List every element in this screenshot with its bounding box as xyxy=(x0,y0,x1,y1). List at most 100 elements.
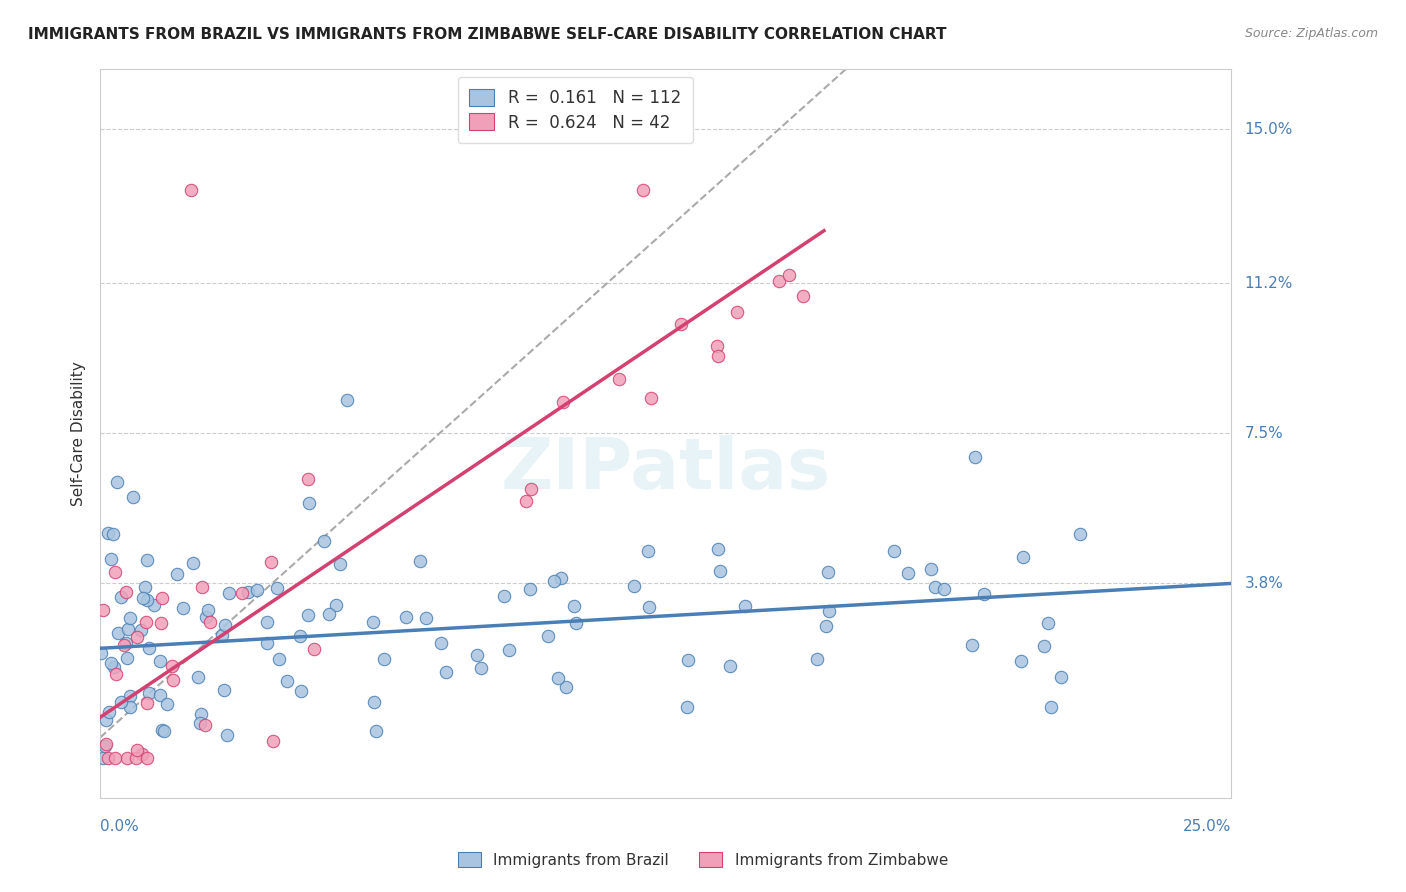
Point xyxy=(135,696,157,710)
Point xyxy=(245,582,267,597)
Point xyxy=(94,739,117,753)
Text: 0.0%: 0.0% xyxy=(100,819,139,834)
Point xyxy=(1010,654,1032,668)
Point xyxy=(194,718,217,732)
Point xyxy=(297,472,319,486)
Point xyxy=(150,615,173,630)
Text: 3.8%: 3.8% xyxy=(1244,576,1284,591)
Point xyxy=(136,553,159,567)
Point xyxy=(297,607,319,622)
Text: 11.2%: 11.2% xyxy=(1244,276,1294,291)
Text: Source: ZipAtlas.com: Source: ZipAtlas.com xyxy=(1244,27,1378,40)
Text: IMMIGRANTS FROM BRAZIL VS IMMIGRANTS FROM ZIMBABWE SELF-CARE DISABILITY CORRELAT: IMMIGRANTS FROM BRAZIL VS IMMIGRANTS FRO… xyxy=(28,27,946,42)
Point xyxy=(883,543,905,558)
Point xyxy=(276,674,298,689)
Point xyxy=(105,475,128,489)
Point xyxy=(195,610,218,624)
Point xyxy=(120,699,142,714)
Point xyxy=(136,751,159,765)
Y-axis label: Self-Care Disability: Self-Care Disability xyxy=(72,361,86,506)
Point xyxy=(110,590,132,604)
Point xyxy=(153,723,176,738)
Point xyxy=(707,541,730,556)
Point xyxy=(515,494,537,508)
Point xyxy=(149,688,172,702)
Point xyxy=(112,638,135,652)
Point xyxy=(267,652,290,666)
Text: ZIPatlas: ZIPatlas xyxy=(501,435,831,504)
Point xyxy=(212,683,235,698)
Point xyxy=(547,671,569,685)
Point xyxy=(373,652,395,666)
Text: 7.5%: 7.5% xyxy=(1244,425,1284,441)
Point xyxy=(640,391,662,405)
Point xyxy=(198,615,221,630)
Point xyxy=(1069,527,1091,541)
Point xyxy=(415,611,437,625)
Point xyxy=(135,593,157,607)
Point xyxy=(166,567,188,582)
Legend: R =  0.161   N = 112, R =  0.624   N = 42: R = 0.161 N = 112, R = 0.624 N = 42 xyxy=(458,77,693,144)
Point xyxy=(104,565,127,579)
Point xyxy=(156,697,179,711)
Point xyxy=(150,591,173,605)
Point xyxy=(262,734,284,748)
Point xyxy=(637,543,659,558)
Point xyxy=(973,587,995,601)
Point xyxy=(734,599,756,614)
Point xyxy=(127,743,149,757)
Point xyxy=(924,581,946,595)
Point xyxy=(550,572,572,586)
Point xyxy=(115,751,138,765)
Point xyxy=(115,585,138,599)
Point xyxy=(90,646,112,660)
Point xyxy=(792,289,814,303)
Point xyxy=(100,656,122,670)
Point xyxy=(470,661,492,675)
Point xyxy=(1040,700,1063,714)
Point xyxy=(231,586,253,600)
Point xyxy=(107,626,129,640)
Point xyxy=(100,552,122,566)
Point xyxy=(256,636,278,650)
Point xyxy=(138,686,160,700)
Point xyxy=(965,450,987,465)
Point xyxy=(1032,639,1054,653)
Point xyxy=(430,636,453,650)
Point xyxy=(142,599,165,613)
Point xyxy=(181,557,204,571)
Point xyxy=(814,619,837,633)
Point xyxy=(180,183,202,197)
Point xyxy=(1050,670,1073,684)
Point xyxy=(564,615,586,630)
Point xyxy=(218,586,240,600)
Point xyxy=(897,566,920,581)
Point xyxy=(188,715,211,730)
Point xyxy=(120,689,142,703)
Point xyxy=(104,667,127,681)
Point xyxy=(314,534,336,549)
Point xyxy=(187,670,209,684)
Point xyxy=(1038,616,1060,631)
Point xyxy=(637,600,659,615)
Point xyxy=(631,183,654,197)
Point xyxy=(725,305,748,319)
Point xyxy=(818,604,841,618)
Point xyxy=(138,640,160,655)
Point xyxy=(96,751,118,765)
Point xyxy=(932,582,955,597)
Point xyxy=(434,665,457,679)
Point xyxy=(554,680,576,694)
Point xyxy=(706,339,728,353)
Point xyxy=(676,699,699,714)
Point xyxy=(537,629,560,643)
Point xyxy=(562,599,585,613)
Point xyxy=(211,628,233,642)
Point xyxy=(395,609,418,624)
Point xyxy=(607,372,630,386)
Point xyxy=(125,751,148,765)
Point xyxy=(97,526,120,541)
Point xyxy=(520,482,543,496)
Point xyxy=(256,615,278,629)
Point xyxy=(960,638,983,652)
